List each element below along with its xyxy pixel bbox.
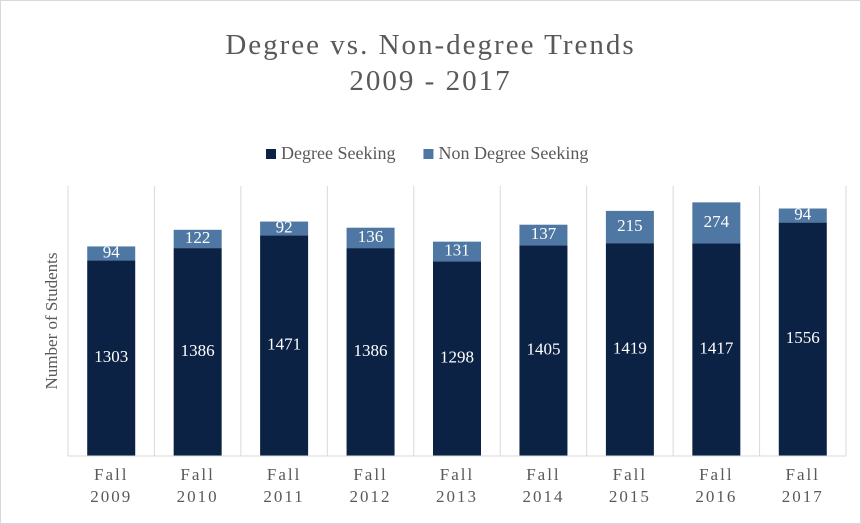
data-label: 1298 [440,348,474,367]
bar-segment [519,224,568,246]
x-tick-label: Fall 2012 [349,465,392,506]
bar-segment [519,245,568,456]
y-axis-label: Number of Students [42,253,61,390]
data-label: 1417 [699,339,734,358]
data-label: 94 [794,204,812,223]
x-tick-label: Fall 2010 [176,465,219,506]
data-label: 215 [617,216,643,235]
data-label: 136 [358,227,384,246]
bar-segment [87,246,136,261]
x-tick-label: Fall 2014 [522,465,565,506]
data-label: 1386 [181,341,215,360]
bar-segment [433,241,481,262]
bar-segment [778,208,827,223]
data-label: 131 [444,240,470,259]
data-label: 122 [185,228,211,247]
data-label: 1556 [786,328,820,347]
data-label: 94 [103,242,121,261]
bar-segment [87,260,136,456]
bar-segment [260,235,309,456]
bar-segment [605,243,654,456]
x-tick-label: Fall 2011 [263,465,305,506]
x-tick-label: Fall 2013 [436,465,478,506]
legend-swatch [423,149,434,159]
bar-segment [778,222,827,456]
bar-segment [173,229,222,249]
x-tick-label: Fall 2017 [781,465,824,506]
data-label: 137 [531,224,557,243]
bar-segment [605,210,654,244]
chart-title: Degree vs. Non-degree Trends 2009 - 2017 [225,29,636,97]
data-label: 1303 [94,347,128,366]
data-label: 92 [276,217,293,236]
data-label: 1419 [613,338,647,357]
data-label: 1471 [267,335,301,354]
bar-segment [433,261,481,456]
data-label: 1386 [354,341,388,360]
x-tick-label: Fall 2009 [90,465,133,506]
data-label: 1405 [526,340,560,359]
bar-segment [346,248,395,456]
bar-segment [173,248,222,456]
data-label: 274 [704,212,730,231]
bar-segment [346,227,395,249]
legend-label: Degree Seeking [281,143,395,163]
bar-segment [692,202,741,244]
legend-swatch [266,149,276,159]
x-tick-label: Fall 2016 [695,465,738,506]
bar-segment [260,221,309,236]
bar-segment [692,243,741,456]
legend-label: Non Degree Seeking [438,143,588,163]
x-tick-label: Fall 2015 [608,465,651,506]
